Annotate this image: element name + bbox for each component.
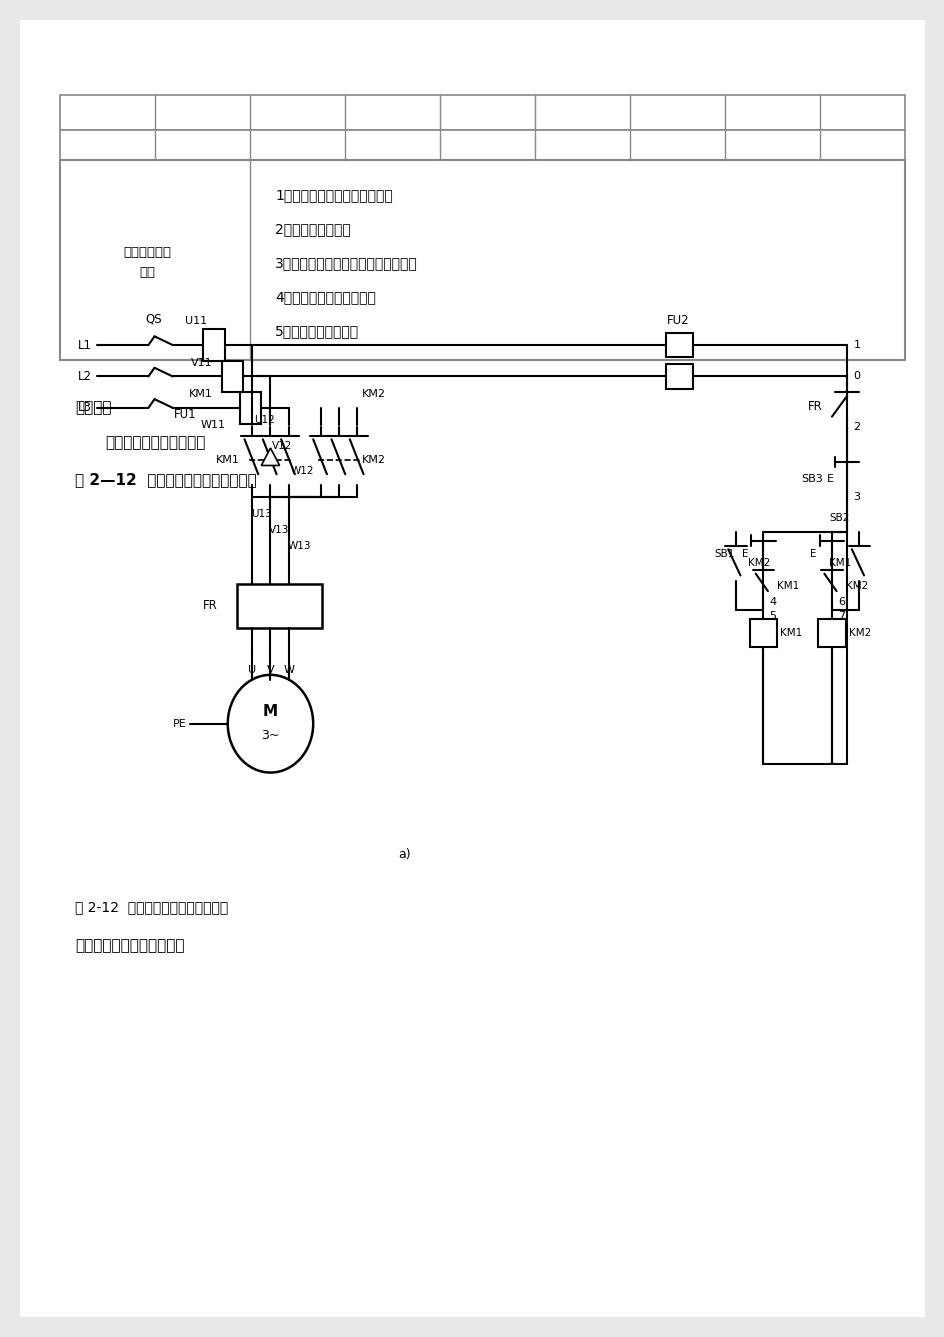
Bar xyxy=(59,160,904,360)
Text: KM2: KM2 xyxy=(362,389,385,398)
Text: E: E xyxy=(741,550,748,559)
Bar xyxy=(59,130,904,160)
Text: KM2: KM2 xyxy=(362,455,385,465)
Text: SB1: SB1 xyxy=(714,550,734,559)
Text: 4、线路安装接线情况总结: 4、线路安装接线情况总结 xyxy=(275,290,376,303)
Text: U13: U13 xyxy=(250,509,271,519)
Text: 接触器联锁正反转控制线路: 接触器联锁正反转控制线路 xyxy=(75,939,184,953)
Bar xyxy=(222,361,243,392)
Text: 按鈕联锁正反转控制线路: 按鈕联锁正反转控制线路 xyxy=(105,435,205,451)
Text: 分课题：: 分课题： xyxy=(75,400,111,414)
Text: FU2: FU2 xyxy=(666,314,689,328)
Text: V11: V11 xyxy=(191,357,212,368)
Text: KM1: KM1 xyxy=(776,580,799,591)
Text: E: E xyxy=(826,475,834,484)
Text: 4: 4 xyxy=(768,596,776,607)
Text: SB3: SB3 xyxy=(801,475,822,484)
Text: U12: U12 xyxy=(253,414,274,425)
Bar xyxy=(237,584,322,628)
Text: U: U xyxy=(248,664,256,675)
Text: SB2: SB2 xyxy=(828,513,849,523)
Bar xyxy=(749,619,776,647)
Text: KM2: KM2 xyxy=(748,558,769,568)
Bar xyxy=(240,392,261,424)
Text: W12: W12 xyxy=(290,465,313,476)
Text: W: W xyxy=(283,664,294,675)
Text: KM2: KM2 xyxy=(848,628,870,638)
Text: 1、正反转控制线路的运用场合: 1、正反转控制线路的运用场合 xyxy=(275,189,393,202)
Text: W13: W13 xyxy=(287,540,311,551)
Text: 0: 0 xyxy=(852,372,859,381)
Text: 3、双重联锁正反转控制线路工作原理: 3、双重联锁正反转控制线路工作原理 xyxy=(275,255,417,270)
Bar xyxy=(203,329,225,361)
Bar xyxy=(818,619,845,647)
Text: U11: U11 xyxy=(185,316,207,326)
Text: 5、通电试验情况总结: 5、通电试验情况总结 xyxy=(275,324,359,338)
Text: E: E xyxy=(810,550,816,559)
Text: 7: 7 xyxy=(837,611,844,620)
Text: KM1: KM1 xyxy=(189,389,212,398)
Text: KM2: KM2 xyxy=(845,580,867,591)
Text: 图 2-12  按鈕联锁正反转控制电路图: 图 2-12 按鈕联锁正反转控制电路图 xyxy=(75,900,228,915)
Polygon shape xyxy=(261,448,279,465)
Text: V13: V13 xyxy=(269,525,289,535)
Text: KM1: KM1 xyxy=(215,455,239,465)
Text: V12: V12 xyxy=(272,441,292,452)
Bar xyxy=(665,333,692,357)
Text: 2: 2 xyxy=(852,422,860,432)
Text: L2: L2 xyxy=(77,370,92,382)
Text: M: M xyxy=(262,705,278,719)
Text: W11: W11 xyxy=(200,420,225,431)
Text: 小结: 小结 xyxy=(139,266,155,278)
Text: QS: QS xyxy=(145,313,161,325)
Text: 5: 5 xyxy=(768,611,776,620)
Text: 1: 1 xyxy=(852,340,859,350)
Text: 6: 6 xyxy=(837,596,844,607)
Text: FR: FR xyxy=(807,400,821,413)
Text: KM1: KM1 xyxy=(780,628,801,638)
Bar xyxy=(59,95,904,130)
Text: 图 2—12  按鈕联锁正反转控制电路图: 图 2—12 按鈕联锁正反转控制电路图 xyxy=(75,472,257,487)
Text: KM1: KM1 xyxy=(828,558,851,568)
Text: 2、正反转控制原理: 2、正反转控制原理 xyxy=(275,222,350,237)
Text: V: V xyxy=(266,664,274,675)
Text: 课题实习结束: 课题实习结束 xyxy=(123,246,171,258)
Text: L3: L3 xyxy=(78,401,92,414)
Text: 3~: 3~ xyxy=(261,730,279,742)
Text: FR: FR xyxy=(203,599,218,612)
Bar xyxy=(665,364,692,389)
Text: a): a) xyxy=(398,848,411,861)
Text: 3: 3 xyxy=(852,492,859,501)
Text: PE: PE xyxy=(173,719,186,729)
Circle shape xyxy=(228,675,312,773)
Text: L1: L1 xyxy=(77,338,92,352)
Text: FU1: FU1 xyxy=(174,408,196,421)
